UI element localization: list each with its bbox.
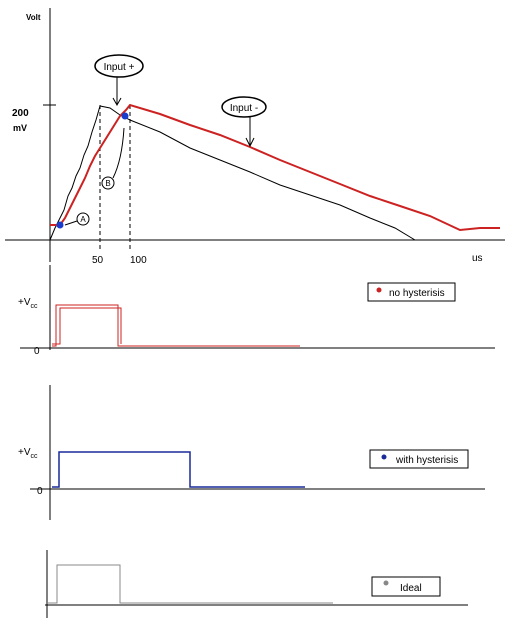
legend-box	[371, 576, 441, 597]
arrow	[64, 220, 78, 226]
input-minus-curve	[50, 103, 500, 232]
x-tick: 100	[130, 255, 147, 266]
legend-label: with hysterisis	[395, 455, 458, 466]
level-sub: cc	[31, 303, 39, 310]
output-pulse	[52, 304, 300, 347]
legend-box	[369, 449, 469, 469]
callout-label: Input -	[230, 103, 258, 114]
callout	[221, 96, 267, 118]
level-text: +V	[18, 447, 31, 458]
point-a	[56, 221, 64, 229]
marker-label: B	[105, 179, 110, 188]
marker-circle	[76, 212, 90, 226]
level-sub: cc	[31, 453, 39, 460]
legend-box	[367, 282, 456, 302]
level-label: +Vcc	[18, 447, 38, 460]
x-unit: us	[472, 253, 483, 264]
level-text: +V	[18, 297, 31, 308]
legend-label: no hysterisis	[389, 288, 445, 299]
arrow-head	[112, 97, 122, 107]
input-plus-curve	[49, 105, 416, 241]
level-label: +Vcc	[18, 297, 38, 310]
y-label: Volt	[26, 13, 41, 22]
output-pulse	[52, 307, 122, 345]
callout-label: Input +	[104, 62, 135, 73]
arrow-head	[245, 137, 255, 148]
tick-value: 200	[12, 108, 29, 119]
point-b	[121, 112, 129, 120]
output-pulse	[48, 564, 333, 604]
arrow	[112, 127, 125, 179]
legend-label: Ideal	[400, 583, 422, 594]
legend-dot	[381, 454, 387, 460]
zero-label: 0	[34, 346, 40, 357]
legend-dot	[376, 287, 382, 293]
output-pulse	[52, 451, 305, 488]
legend-dot	[383, 580, 389, 586]
marker-circle	[101, 176, 115, 190]
marker-label: A	[80, 215, 86, 224]
x-tick: 50	[92, 255, 104, 266]
callout	[94, 54, 144, 78]
zero-label: 0	[37, 486, 43, 497]
tick-unit: mV	[13, 123, 27, 133]
